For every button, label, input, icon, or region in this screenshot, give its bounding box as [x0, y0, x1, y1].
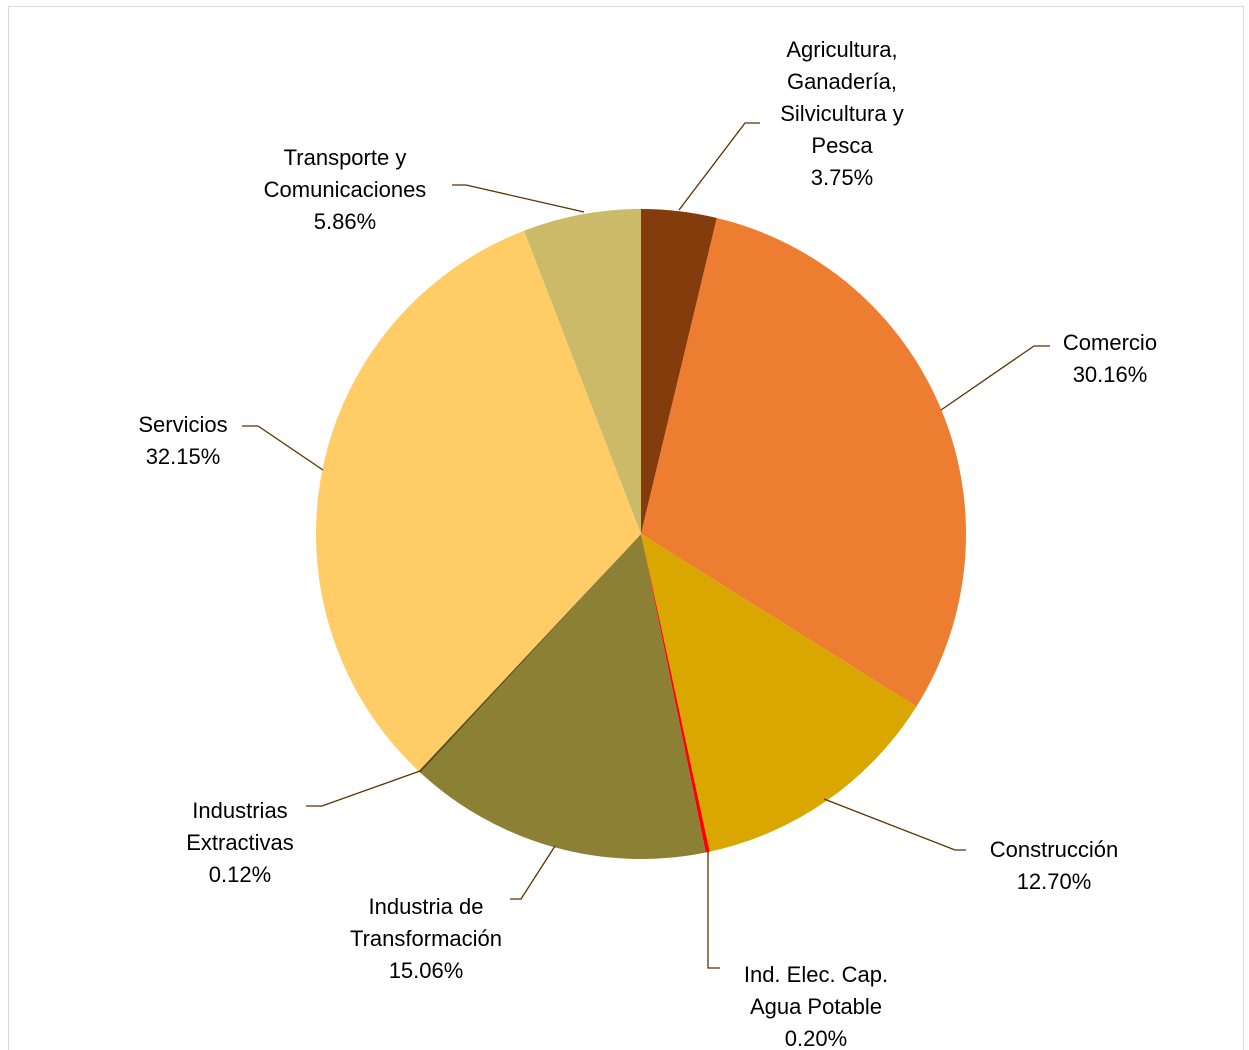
data-label: Ind. Elec. Cap. Agua Potable 0.20%	[744, 962, 888, 1050]
leader-line	[940, 345, 1050, 411]
leader-lines	[242, 122, 1050, 969]
leader-line	[242, 425, 324, 471]
data-label-category: Industria de	[369, 894, 484, 919]
data-label-category: Construcción	[990, 837, 1118, 862]
data-label: Industria de Transformación 15.06%	[350, 894, 502, 983]
data-label-value: 0.12%	[209, 862, 271, 887]
data-label: Industrias Extractivas 0.12%	[186, 798, 294, 887]
data-label-category: Pesca	[811, 133, 873, 158]
leader-line	[452, 184, 585, 213]
data-label-category: Agua Potable	[750, 994, 882, 1019]
data-label-value: 30.16%	[1073, 362, 1148, 387]
data-label-category: Transporte y	[284, 145, 407, 170]
leader-line	[678, 122, 760, 211]
data-label-value: 15.06%	[389, 958, 464, 983]
data-label-category: Servicios	[138, 412, 227, 437]
data-label-category: Agricultura,	[786, 37, 897, 62]
data-label: Transporte y Comunicaciones 5.86%	[264, 145, 427, 234]
data-label-category: Transformación	[350, 926, 502, 951]
data-label-category: Silvicultura y	[780, 101, 903, 126]
data-label-category: Ganadería,	[787, 69, 897, 94]
pie-slice-construcci-n	[641, 534, 917, 852]
data-labels: Agricultura, Ganadería, Silvicultura y Pesc…	[138, 37, 1157, 1050]
data-label-value: 32.15%	[146, 444, 221, 469]
pie-slices	[316, 209, 967, 859]
leader-line	[306, 770, 421, 807]
data-label-category: Extractivas	[186, 830, 294, 855]
pie-slice-ind-elec-cap-agua-potable	[641, 534, 710, 853]
pie-slice-servicios	[316, 230, 641, 772]
data-label-value: 5.86%	[314, 209, 376, 234]
data-label-category: Comunicaciones	[264, 177, 427, 202]
data-label-category: Industrias	[192, 798, 287, 823]
data-label: Comercio 30.16%	[1063, 330, 1157, 387]
data-label: Construcción 12.70%	[990, 837, 1118, 894]
pie-slice-transporte-y-comunicaciones	[524, 209, 641, 534]
data-label-value: 0.20%	[785, 1026, 847, 1050]
data-label: Servicios 32.15%	[138, 412, 227, 469]
data-label: Agricultura, Ganadería, Silvicultura y Pesc…	[780, 37, 903, 190]
leader-line	[510, 845, 556, 900]
data-label-category: Ind. Elec. Cap.	[744, 962, 888, 987]
leader-line	[707, 851, 720, 969]
data-label-category: Comercio	[1063, 330, 1157, 355]
pie-slice-industrias-extractivas	[418, 534, 641, 773]
pie-slice-industria-de-transformaci-n	[420, 534, 706, 859]
leader-line	[823, 798, 966, 851]
data-label-value: 12.70%	[1017, 869, 1092, 894]
pie-slice-agricultura-ganader-a-silvicultura-y-pesca	[641, 209, 717, 534]
pie-slice-comercio	[641, 217, 967, 707]
data-label-value: 3.75%	[811, 165, 873, 190]
